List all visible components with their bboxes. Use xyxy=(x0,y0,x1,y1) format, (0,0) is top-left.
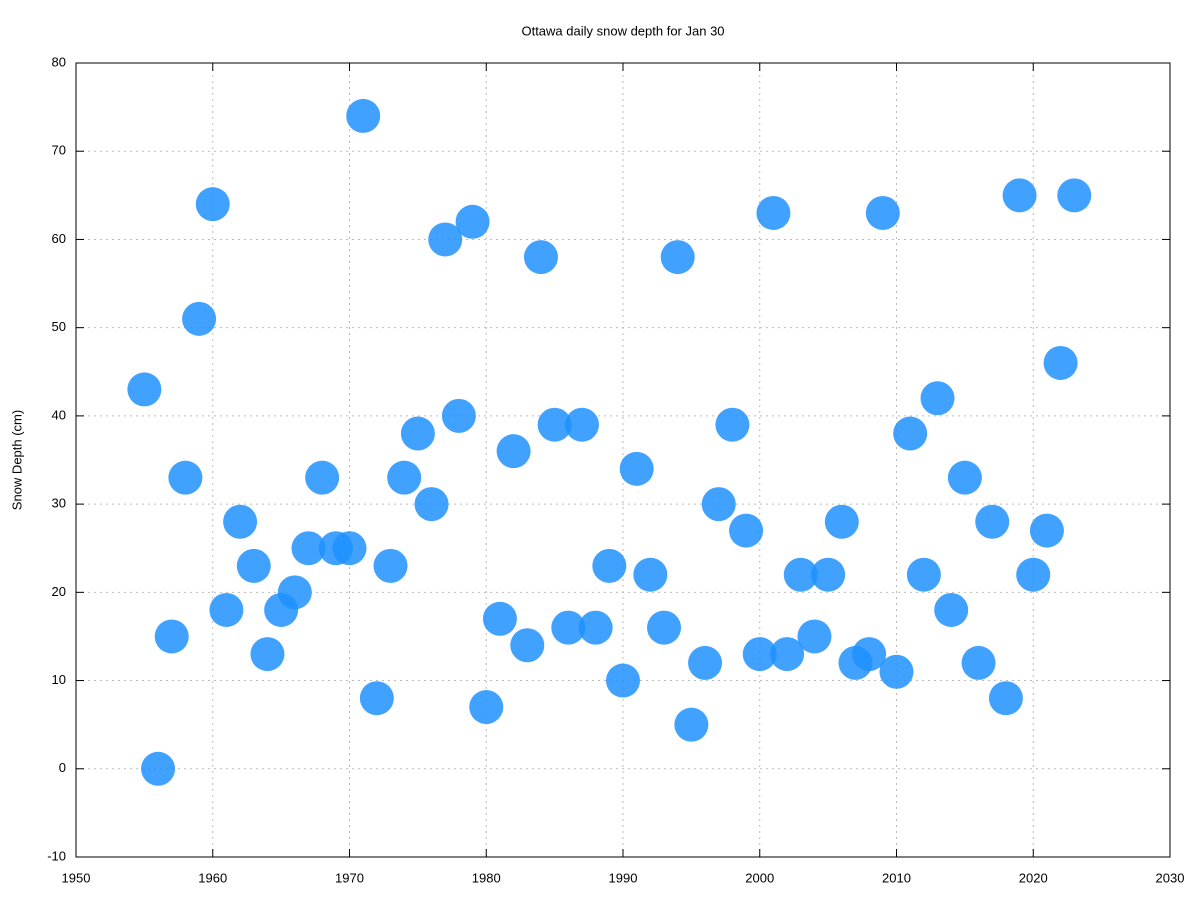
point xyxy=(633,557,668,592)
point xyxy=(715,407,750,442)
y-tick-label: 50 xyxy=(52,319,66,334)
point xyxy=(660,240,695,275)
x-tick-label: 1950 xyxy=(62,870,91,885)
point xyxy=(893,416,928,451)
point xyxy=(414,487,449,522)
point xyxy=(1029,513,1064,548)
point xyxy=(510,628,545,663)
y-tick-label: 30 xyxy=(52,496,66,511)
point xyxy=(209,592,244,627)
point xyxy=(1002,178,1037,213)
y-tick-label: 0 xyxy=(59,760,66,775)
point xyxy=(195,187,230,222)
point xyxy=(223,504,258,539)
point xyxy=(305,460,340,495)
point xyxy=(1043,345,1078,380)
point xyxy=(1057,178,1092,213)
y-tick-label: 60 xyxy=(52,231,66,246)
point xyxy=(783,557,818,592)
y-axis-label: Snow Depth (cm) xyxy=(9,410,24,510)
point xyxy=(168,460,203,495)
point xyxy=(701,487,736,522)
point xyxy=(469,690,504,725)
point xyxy=(428,222,463,257)
y-tick-label: -10 xyxy=(47,848,66,863)
point xyxy=(961,645,996,680)
point xyxy=(551,610,586,645)
point xyxy=(688,645,723,680)
y-tick-label: 40 xyxy=(52,407,66,422)
y-tick-label: 80 xyxy=(52,54,66,69)
point xyxy=(455,204,490,239)
point xyxy=(797,619,832,654)
point xyxy=(332,531,367,566)
point xyxy=(127,372,162,407)
point xyxy=(373,548,408,583)
y-tick-label: 10 xyxy=(52,672,66,687)
point xyxy=(879,654,914,689)
x-tick-label: 2030 xyxy=(1156,870,1185,885)
point xyxy=(482,601,517,636)
point xyxy=(865,195,900,230)
points xyxy=(127,98,1092,786)
point xyxy=(742,637,777,672)
point xyxy=(537,407,572,442)
point xyxy=(770,637,805,672)
chart-title: Ottawa daily snow depth for Jan 30 xyxy=(521,23,724,38)
point xyxy=(359,681,394,716)
point xyxy=(824,504,859,539)
point xyxy=(400,416,435,451)
point xyxy=(346,98,381,133)
point xyxy=(920,381,955,416)
x-tick-label: 2020 xyxy=(1019,870,1048,885)
x-tick-label: 1980 xyxy=(472,870,501,885)
point xyxy=(236,548,271,583)
point xyxy=(578,610,613,645)
point xyxy=(1016,557,1051,592)
point xyxy=(934,592,969,627)
point xyxy=(606,663,640,698)
point xyxy=(250,637,285,672)
point xyxy=(906,557,941,592)
point xyxy=(619,451,654,486)
point xyxy=(277,575,312,610)
y-tick-label: 20 xyxy=(52,584,66,599)
x-tick-label: 1960 xyxy=(198,870,227,885)
point xyxy=(564,407,599,442)
point xyxy=(496,434,531,469)
point xyxy=(523,240,558,275)
point xyxy=(441,398,476,433)
point xyxy=(988,681,1023,716)
point xyxy=(291,531,326,566)
point xyxy=(729,513,764,548)
point xyxy=(154,619,189,654)
point xyxy=(756,195,791,230)
y-tick-label: 70 xyxy=(52,143,66,158)
point xyxy=(811,557,846,592)
point xyxy=(387,460,422,495)
point xyxy=(852,637,887,672)
point xyxy=(947,460,982,495)
point xyxy=(182,301,217,336)
point xyxy=(674,707,709,742)
point xyxy=(975,504,1010,539)
x-tick-label: 1970 xyxy=(335,870,364,885)
point xyxy=(647,610,682,645)
point xyxy=(141,751,176,786)
x-tick-label: 2010 xyxy=(882,870,911,885)
point xyxy=(592,548,627,583)
x-tick-label: 1990 xyxy=(609,870,638,885)
x-tick-label: 2000 xyxy=(745,870,774,885)
